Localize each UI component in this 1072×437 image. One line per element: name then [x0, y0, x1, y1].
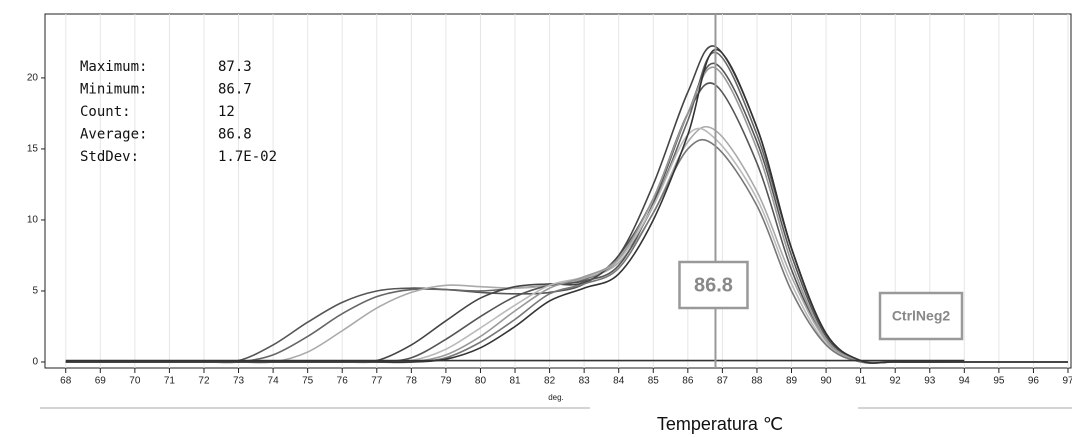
x-tick-label: 87	[717, 376, 729, 387]
stat-value: 86.7	[218, 82, 252, 98]
melt-curve	[65, 48, 1068, 364]
x-tick-label: 80	[475, 376, 487, 387]
x-axis-label: Temperatura ℃	[657, 414, 783, 434]
x-tick-label: 85	[648, 376, 660, 387]
x-tick-label: 94	[959, 376, 971, 387]
legend-box	[878, 291, 964, 341]
stat-value: 1.7E-02	[218, 149, 277, 165]
marker-box	[678, 260, 749, 310]
x-tick-label: 68	[60, 376, 72, 387]
x-tick-label: 69	[95, 376, 107, 387]
y-tick-label: 0	[32, 357, 38, 368]
stat-value: 12	[218, 104, 235, 120]
legend-label: CtrlNeg2	[892, 308, 951, 324]
x-tick-label: 82	[544, 376, 556, 387]
x-tick-label: 78	[406, 376, 418, 387]
x-tick-label: 92	[890, 376, 902, 387]
x-tick-label: 74	[268, 376, 280, 387]
x-tick-label: 70	[129, 376, 141, 387]
x-tick-label: 97	[1062, 376, 1072, 387]
stat-label: StdDev:	[80, 149, 139, 165]
x-tick-label: 93	[924, 376, 936, 387]
x-unit: deg.	[548, 393, 564, 402]
x-tick-label: 90	[821, 376, 833, 387]
x-tick-label: 83	[579, 376, 591, 387]
x-tick-label: 71	[164, 376, 176, 387]
stat-value: 87.3	[218, 59, 252, 75]
stat-label: Count:	[80, 104, 131, 120]
stat-label: Minimum:	[80, 82, 147, 98]
x-tick-label: 88	[751, 376, 763, 387]
x-tick-label: 73	[233, 376, 245, 387]
x-tick-label: 96	[1028, 376, 1040, 387]
y-tick-label: 20	[27, 73, 39, 84]
stat-value: 86.8	[218, 127, 252, 143]
stat-label: Maximum:	[80, 59, 147, 75]
x-tick-label: 86	[682, 376, 694, 387]
x-tick-label: 76	[337, 376, 349, 387]
y-tick-label: 15	[27, 144, 39, 155]
x-tick-label: 77	[371, 376, 383, 387]
x-tick-label: 75	[302, 376, 314, 387]
x-tick-label: 84	[613, 376, 625, 387]
x-tick-label: 79	[440, 376, 452, 387]
x-tick-label: 72	[198, 376, 210, 387]
stat-label: Average:	[80, 127, 147, 143]
x-tick-label: 91	[855, 376, 867, 387]
y-tick-label: 5	[32, 286, 38, 297]
marker-label: 86.8	[694, 274, 733, 296]
x-tick-label: 89	[786, 376, 798, 387]
y-tick-label: 10	[27, 215, 39, 226]
x-tick-label: 95	[993, 376, 1005, 387]
x-tick-label: 81	[509, 376, 521, 387]
